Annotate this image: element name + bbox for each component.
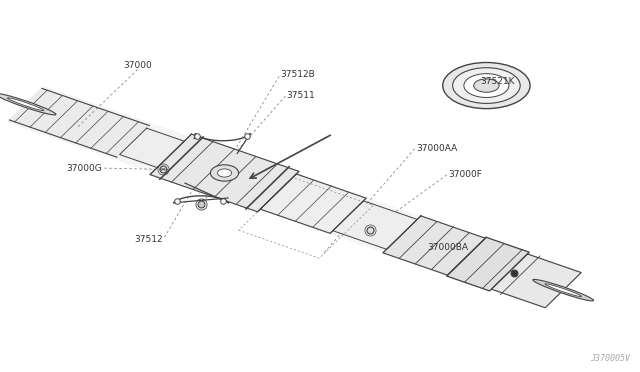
Text: 37512B: 37512B bbox=[280, 70, 315, 79]
Polygon shape bbox=[8, 87, 581, 308]
Ellipse shape bbox=[474, 79, 499, 92]
Polygon shape bbox=[383, 216, 485, 275]
Text: 37511: 37511 bbox=[287, 92, 316, 100]
Polygon shape bbox=[260, 174, 366, 233]
Ellipse shape bbox=[545, 284, 581, 296]
Ellipse shape bbox=[0, 93, 56, 115]
Ellipse shape bbox=[452, 68, 520, 103]
Text: 37000G: 37000G bbox=[67, 164, 102, 173]
Polygon shape bbox=[150, 134, 299, 212]
Ellipse shape bbox=[533, 279, 593, 301]
Ellipse shape bbox=[211, 165, 239, 181]
Ellipse shape bbox=[218, 169, 232, 177]
Text: 37000AA: 37000AA bbox=[416, 144, 457, 153]
Text: 37000F: 37000F bbox=[448, 170, 482, 179]
Polygon shape bbox=[447, 237, 529, 291]
Ellipse shape bbox=[8, 98, 44, 110]
Polygon shape bbox=[492, 254, 581, 308]
Polygon shape bbox=[120, 128, 184, 167]
Text: 37000BA: 37000BA bbox=[428, 243, 468, 252]
Polygon shape bbox=[10, 88, 149, 157]
Text: 37000: 37000 bbox=[124, 61, 152, 70]
Ellipse shape bbox=[464, 74, 509, 97]
Text: 37521K: 37521K bbox=[480, 77, 515, 86]
Ellipse shape bbox=[443, 62, 530, 109]
Text: J370005V: J370005V bbox=[590, 354, 630, 363]
Polygon shape bbox=[333, 201, 417, 249]
Text: 37512: 37512 bbox=[134, 235, 163, 244]
